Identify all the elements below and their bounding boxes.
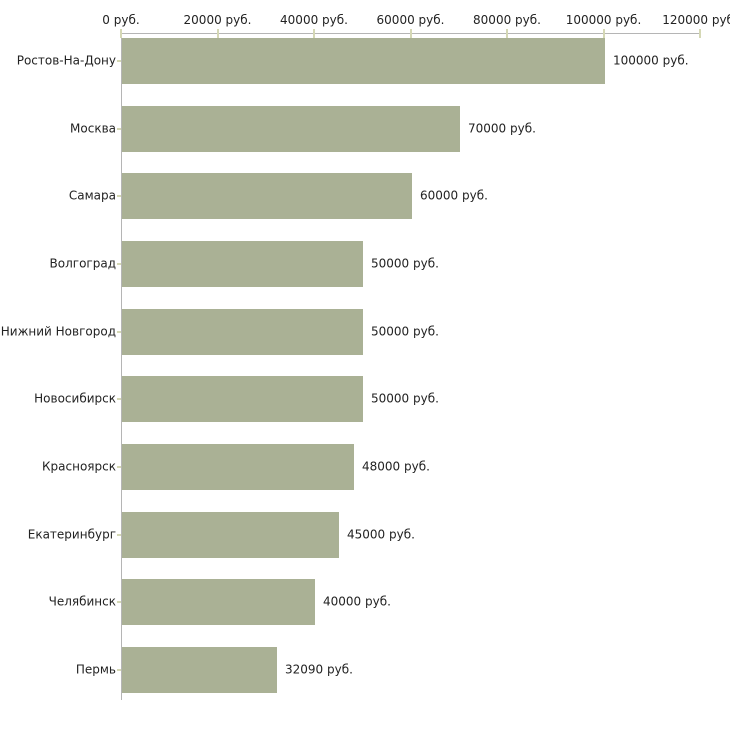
value-label: 50000 руб. — [371, 324, 439, 339]
bar-7 — [122, 512, 339, 558]
bar-6 — [122, 444, 354, 490]
category-label: Самара — [68, 188, 116, 203]
value-label: 70000 руб. — [468, 121, 536, 136]
value-label: 32090 руб. — [285, 662, 353, 677]
y-axis-tick — [117, 60, 121, 62]
x-axis-tick — [216, 29, 219, 38]
x-axis-tick-label: 0 руб. — [102, 13, 140, 27]
y-axis-tick — [117, 330, 121, 333]
x-axis-tick-label: 20000 руб. — [183, 13, 252, 27]
x-axis-tick — [313, 29, 315, 38]
y-axis-tick — [117, 195, 121, 198]
bar-8 — [122, 579, 315, 625]
x-axis-tick — [506, 29, 508, 38]
x-axis-tick — [699, 29, 701, 38]
value-label: 60000 руб. — [420, 188, 488, 203]
y-axis-tick — [117, 533, 121, 536]
x-axis-tick-label: 40000 руб. — [280, 13, 348, 27]
category-label: Ростов-На-Дону — [16, 53, 116, 68]
y-axis-line — [121, 33, 122, 700]
y-axis-tick — [117, 398, 121, 401]
category-label: Красноярск — [42, 459, 116, 474]
value-label: 100000 руб. — [613, 53, 689, 68]
category-label: Екатеринбург — [27, 527, 116, 542]
value-label: 45000 руб. — [347, 527, 415, 542]
bar-1 — [122, 106, 460, 152]
x-axis-tick-label: 100000 руб. — [565, 13, 642, 27]
bar-5 — [122, 376, 363, 422]
category-label: Москва — [70, 121, 116, 136]
value-label: 48000 руб. — [362, 459, 430, 474]
x-axis-tick-label: 120000 руб. — [662, 13, 730, 27]
x-axis-tick — [120, 29, 122, 38]
category-label: Нижний Новгород — [0, 324, 116, 339]
category-label: Волгоград — [49, 256, 116, 271]
bar-3 — [122, 241, 363, 287]
y-axis-tick — [117, 127, 121, 130]
value-label: 40000 руб. — [323, 594, 391, 609]
value-label: 50000 руб. — [371, 391, 439, 406]
y-axis-tick — [117, 465, 121, 468]
bar-0 — [122, 38, 605, 84]
category-label: Пермь — [75, 662, 116, 677]
x-axis-tick — [409, 29, 412, 38]
category-label: Новосибирск — [34, 391, 116, 406]
y-axis-tick — [117, 668, 121, 671]
x-axis-tick-label: 80000 руб. — [473, 13, 541, 27]
y-axis-tick — [117, 601, 121, 604]
y-axis-tick — [117, 262, 121, 265]
x-axis-tick-label: 60000 руб. — [376, 13, 445, 27]
bar-9 — [122, 647, 277, 693]
value-label: 50000 руб. — [371, 256, 439, 271]
bar-4 — [122, 309, 363, 355]
category-label: Челябинск — [48, 594, 116, 609]
bar-2 — [122, 173, 412, 219]
x-axis-tick — [602, 29, 605, 38]
